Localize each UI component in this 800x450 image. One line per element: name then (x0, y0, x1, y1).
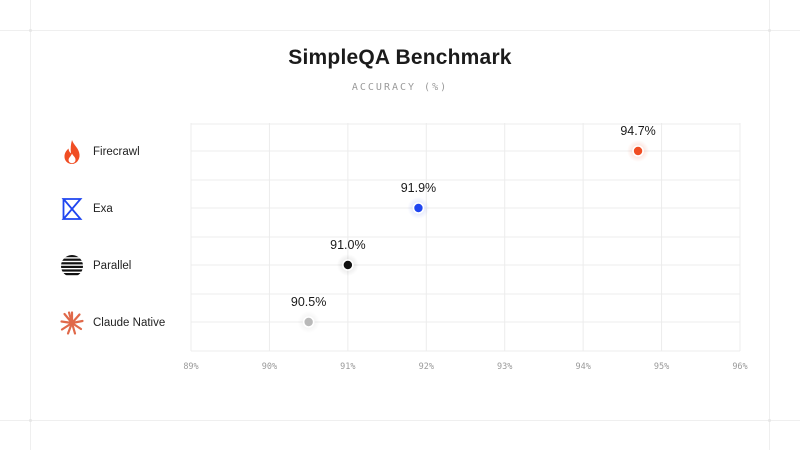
x-tick-label: 89% (183, 362, 198, 372)
frame-line-top (0, 30, 800, 31)
data-label: 91.0% (330, 238, 365, 252)
x-tick-label: 93% (497, 362, 512, 372)
claude-burst-icon (60, 310, 84, 336)
legend-row-claude-native: Claude Native (60, 309, 165, 337)
frame-corner (29, 29, 32, 32)
x-tick-label: 92% (419, 362, 434, 372)
x-tick-label: 96% (732, 362, 747, 372)
data-label: 91.9% (401, 181, 436, 195)
x-axis-ticks: 89% 90% 91% 92% 93% 94% 95% 96% (183, 362, 747, 372)
frame-line-left (30, 0, 31, 450)
data-points: 94.7% 91.9% 91.0% 90.5% (291, 124, 656, 333)
parallel-logo-icon (60, 253, 84, 279)
x-tick-label: 91% (340, 362, 355, 372)
data-point (414, 203, 423, 213)
legend-label-claude-native: Claude Native (93, 317, 166, 329)
legend-row-exa: Exa (60, 195, 113, 223)
chart-subtitle: ACCURACY (%) (351, 82, 449, 93)
frame-corner (768, 419, 771, 422)
chart-title: SimpleQA Benchmark (288, 46, 512, 69)
x-tick-label: 94% (575, 362, 590, 372)
legend-row-firecrawl: Firecrawl (60, 138, 140, 166)
legend-row-parallel: Parallel (60, 252, 131, 280)
frame-line-bottom (0, 420, 800, 421)
data-point (633, 146, 643, 156)
legend-label-parallel: Parallel (93, 260, 132, 272)
flame-icon (60, 139, 84, 165)
legend-label-exa: Exa (93, 203, 113, 215)
exa-logo-icon (60, 196, 84, 222)
frame-corner (29, 419, 32, 422)
x-tick-label: 90% (262, 362, 277, 372)
x-tick-label: 95% (654, 362, 669, 372)
data-label: 94.7% (620, 124, 655, 138)
legend-label-firecrawl: Firecrawl (93, 146, 140, 158)
frame-line-right (769, 0, 770, 450)
frame-corner (768, 29, 771, 32)
grid (190, 123, 741, 352)
data-label: 90.5% (291, 295, 326, 309)
data-point (343, 260, 353, 270)
data-point (304, 317, 313, 327)
